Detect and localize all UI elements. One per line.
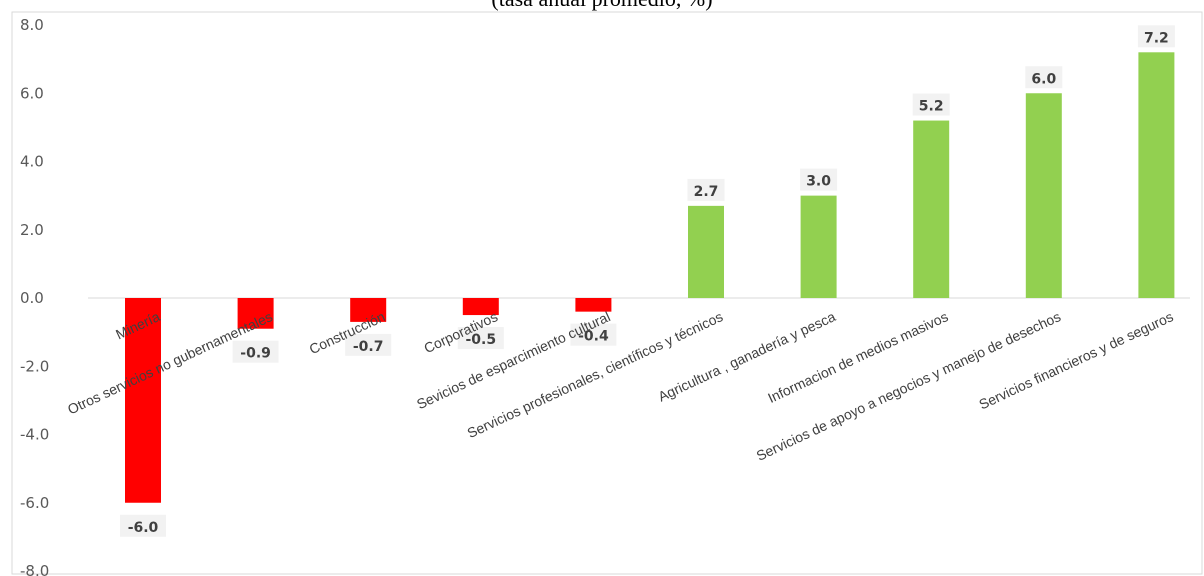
- data-label: 6.0: [1031, 71, 1056, 87]
- data-label-box: [232, 340, 279, 363]
- bar: [688, 205, 724, 298]
- bar: [1138, 52, 1175, 298]
- y-tick-label: -4.0: [20, 426, 49, 444]
- bar: [350, 298, 387, 322]
- data-label-box: [570, 323, 617, 346]
- data-label: 3.0: [806, 174, 831, 190]
- y-tick-label: -8.0: [20, 562, 49, 576]
- data-label-box: [912, 93, 950, 116]
- y-tick-label: 0.0: [20, 289, 44, 307]
- y-tick-label: 2.0: [20, 221, 44, 239]
- data-label: 7.2: [1144, 30, 1169, 46]
- y-tick-label: 8.0: [20, 16, 44, 34]
- data-label-box: [120, 514, 166, 537]
- y-tick-label: 6.0: [20, 84, 44, 102]
- bar: [800, 195, 837, 298]
- data-label: -0.7: [353, 339, 384, 355]
- y-tick-label: -6.0: [20, 494, 49, 512]
- data-label: -0.9: [240, 346, 271, 362]
- chart-title: (tasa anual promedio, %): [0, 0, 1204, 12]
- category-label: Otros servicios no gubernamentales: [65, 308, 275, 417]
- y-tick-label: -2.0: [20, 357, 49, 375]
- category-label: Servicios financieros y de seguros: [976, 308, 1175, 412]
- data-label-box: [345, 333, 392, 356]
- data-label-box: [1137, 25, 1175, 48]
- category-label: Sevicios de esparcimiento cultural: [414, 308, 613, 412]
- y-tick-label: 4.0: [20, 153, 44, 171]
- data-label-box: [687, 178, 725, 201]
- bar: [1025, 93, 1062, 298]
- bar: [237, 298, 274, 329]
- category-label: Informacion de medios masivos: [765, 308, 950, 406]
- data-label: -0.4: [578, 329, 609, 345]
- bar: [462, 298, 499, 316]
- data-label: 5.2: [919, 99, 944, 115]
- category-label: Agricultura , ganadería y pesca: [655, 308, 838, 404]
- data-label-box: [1025, 66, 1063, 89]
- data-label-box: [457, 327, 504, 350]
- plot-frame: [11, 11, 1203, 575]
- data-label: 2.7: [694, 184, 719, 200]
- bar: [913, 120, 950, 298]
- bar: [125, 298, 161, 503]
- data-label-box: [800, 168, 838, 191]
- data-label: -6.0: [128, 520, 159, 536]
- bar: [575, 298, 612, 312]
- data-label: -0.5: [465, 332, 496, 348]
